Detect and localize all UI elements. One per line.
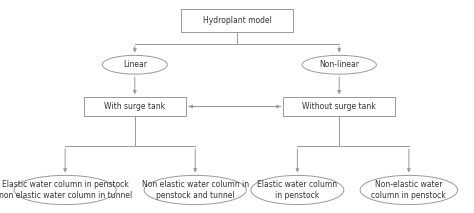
Ellipse shape	[14, 175, 116, 205]
Text: Elastic water column
in penstock: Elastic water column in penstock	[257, 180, 337, 200]
Text: Non-elastic water
column in penstock: Non-elastic water column in penstock	[372, 180, 446, 200]
Text: With surge tank: With surge tank	[104, 102, 165, 111]
Text: Non elastic water column in
penstock and tunnel: Non elastic water column in penstock and…	[142, 180, 249, 200]
FancyBboxPatch shape	[283, 97, 395, 116]
Ellipse shape	[102, 55, 167, 74]
Ellipse shape	[360, 175, 457, 205]
Ellipse shape	[302, 55, 376, 74]
Ellipse shape	[251, 175, 344, 205]
FancyBboxPatch shape	[84, 97, 186, 116]
Ellipse shape	[144, 175, 246, 205]
FancyBboxPatch shape	[181, 9, 293, 32]
Text: Linear: Linear	[123, 60, 147, 69]
Text: Elastic water column in penstock
non elastic water column in tunnel: Elastic water column in penstock non ela…	[0, 180, 132, 200]
Text: Non-linear: Non-linear	[319, 60, 359, 69]
Text: Without surge tank: Without surge tank	[302, 102, 376, 111]
Text: Hydroplant model: Hydroplant model	[202, 16, 272, 25]
